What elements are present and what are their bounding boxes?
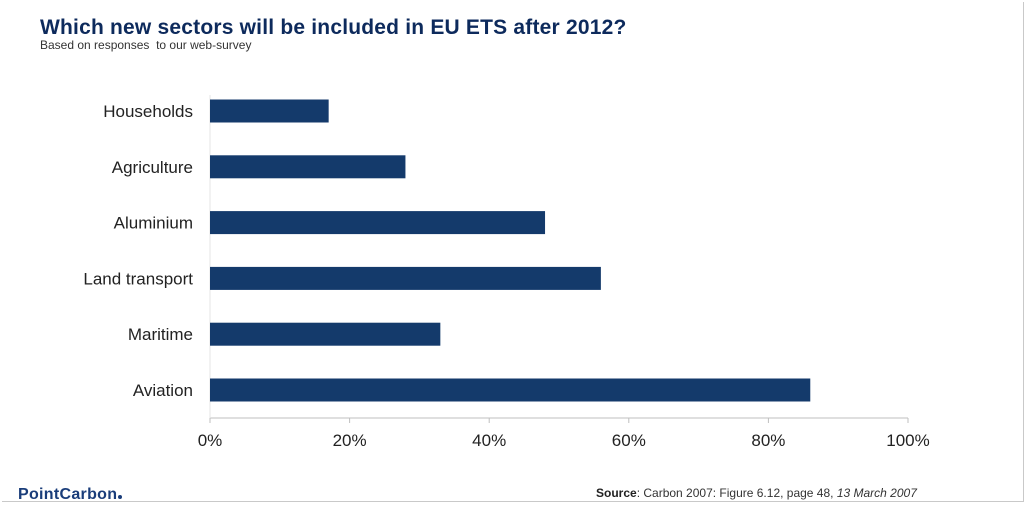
- logo-dot-icon: [118, 495, 123, 499]
- x-tick-label: 0%: [198, 431, 223, 450]
- bar-aviation: [210, 378, 811, 402]
- x-tick-label: 100%: [886, 431, 929, 450]
- x-tick-label: 80%: [751, 431, 785, 450]
- source-note: Source: Carbon 2007: Figure 6.12, page 4…: [596, 486, 917, 500]
- bar-aluminium: [210, 211, 546, 235]
- category-label: Land transport: [83, 269, 193, 288]
- chart-frame: [2, 2, 1024, 502]
- bar-land-transport: [210, 266, 601, 290]
- category-label: Aluminium: [114, 214, 193, 233]
- source-date: 13 March 2007: [836, 486, 917, 500]
- bar-agriculture: [210, 155, 406, 179]
- x-tick-label: 20%: [333, 431, 367, 450]
- chart-title: Which new sectors will be included in EU…: [40, 16, 627, 39]
- category-label: Aviation: [133, 381, 193, 400]
- bar-maritime: [210, 322, 441, 346]
- logo-text-point: Point: [18, 486, 60, 503]
- source-label: Source: [596, 486, 637, 500]
- chart-subtitle: Based on responses to our web-survey: [40, 38, 252, 52]
- logo-text-carbon: Carbon: [59, 486, 118, 503]
- category-label: Agriculture: [112, 158, 193, 177]
- source-text: : Carbon 2007: Figure 6.12, page 48,: [636, 486, 837, 500]
- category-label: Maritime: [128, 325, 193, 344]
- category-label: Households: [103, 102, 193, 121]
- bar-households: [210, 99, 329, 123]
- pointcarbon-logo: PointCarbon: [18, 486, 123, 504]
- x-tick-label: 40%: [472, 431, 506, 450]
- x-tick-label: 60%: [612, 431, 646, 450]
